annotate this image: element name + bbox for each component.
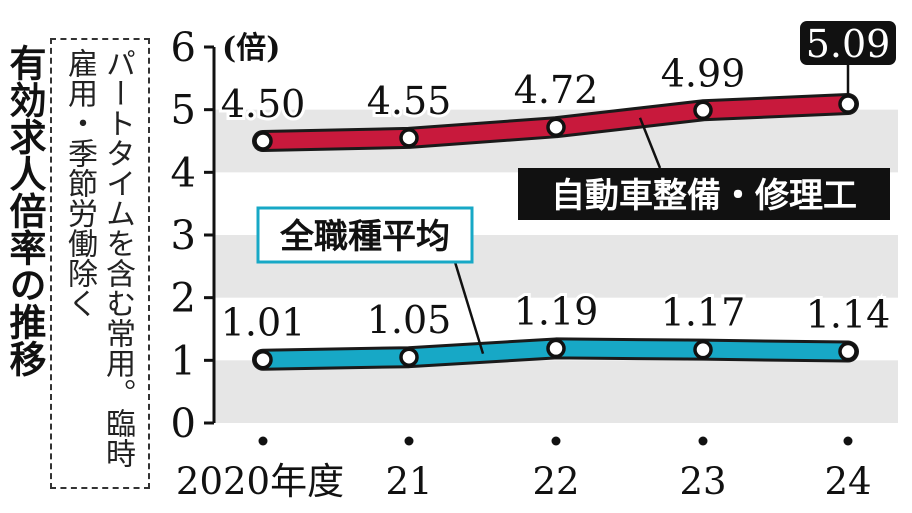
data-point — [693, 100, 713, 121]
legend-label: 自動車整備・修理工 — [551, 176, 857, 216]
data-point — [399, 128, 419, 148]
data-label: 1.19 — [514, 289, 599, 333]
data-label: 1.05 — [367, 298, 452, 342]
data-label: 1.14 — [806, 293, 891, 337]
data-point — [838, 341, 858, 362]
y-tick-label: 2 — [171, 276, 196, 322]
grid-band — [214, 360, 898, 423]
data-point — [399, 347, 419, 367]
data-point — [253, 131, 273, 151]
y-axis-unit: (倍) — [222, 31, 280, 66]
x-tick-dot — [551, 436, 561, 446]
data-label: 4.99 — [661, 51, 746, 95]
chart-note: パートタイムを含む常用。臨時雇用・季節労働除く — [62, 48, 135, 468]
y-tick-label: 6 — [171, 25, 196, 71]
x-tick-label: 22 — [532, 460, 579, 503]
y-tick-label: 1 — [171, 338, 196, 384]
data-point — [253, 349, 273, 370]
legend-leader — [453, 261, 485, 355]
x-tick-label: 2020年度 — [176, 460, 344, 503]
data-label: 1.17 — [661, 291, 746, 335]
data-label: 4.72 — [514, 68, 599, 112]
legend-box — [256, 206, 474, 264]
highlight-label-box — [800, 21, 896, 65]
x-tick-dot — [404, 436, 414, 446]
y-tick-label: 0 — [171, 401, 196, 447]
note-box — [50, 38, 150, 489]
x-tick-label: 23 — [679, 460, 726, 503]
legend-leader — [638, 117, 662, 169]
legend-label: 全職種平均 — [279, 217, 450, 257]
legend-box — [518, 168, 890, 220]
data-point — [693, 339, 713, 360]
y-tick-label: 3 — [171, 213, 196, 259]
x-tick-dot — [843, 436, 853, 446]
x-tick-label: 21 — [385, 460, 432, 503]
data-point — [546, 117, 566, 137]
data-label: 1.01 — [221, 301, 306, 345]
y-tick-label: 5 — [171, 88, 196, 134]
chart-title: 有効求人倍率の推移 — [3, 44, 46, 377]
data-point — [838, 94, 858, 114]
y-tick-label: 4 — [171, 150, 196, 196]
x-tick-dot — [698, 436, 708, 446]
data-label: 4.55 — [367, 79, 452, 123]
data-label: 4.50 — [221, 82, 306, 126]
data-point — [546, 338, 566, 359]
x-tick-label: 24 — [824, 460, 871, 503]
data-label: 5.09 — [806, 22, 891, 66]
x-tick-dot — [258, 436, 268, 446]
